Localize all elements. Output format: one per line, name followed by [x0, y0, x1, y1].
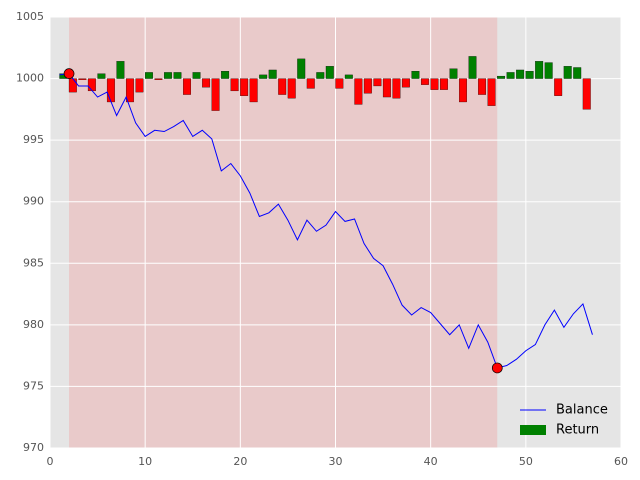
- y-tick-label: 1005: [16, 10, 44, 23]
- return-bar: [335, 78, 344, 89]
- y-tick-label: 980: [23, 318, 44, 331]
- return-bar: [154, 78, 163, 80]
- return-bar: [211, 78, 220, 111]
- return-bar: [430, 78, 439, 90]
- return-bar: [516, 69, 525, 79]
- return-bar: [87, 78, 96, 92]
- return-bar: [459, 78, 467, 103]
- return-bar: [202, 78, 211, 88]
- return-bar: [106, 78, 115, 103]
- return-bar: [344, 74, 353, 79]
- return-bar: [468, 56, 477, 79]
- legend-swatch: [520, 425, 546, 435]
- return-bar: [535, 61, 544, 79]
- marker: [491, 362, 503, 374]
- return-bar: [249, 78, 258, 103]
- return-bar: [221, 71, 230, 79]
- return-bar: [316, 72, 325, 79]
- return-bar: [68, 78, 77, 93]
- return-bar: [297, 58, 306, 79]
- return-bar: [363, 78, 372, 94]
- return-bar: [116, 61, 125, 79]
- return-bar: [478, 78, 487, 95]
- x-tick-label: 0: [47, 455, 54, 468]
- return-bar: [145, 72, 153, 79]
- x-tick-label: 30: [329, 455, 343, 468]
- y-tick-label: 975: [23, 379, 44, 392]
- return-bar: [259, 74, 268, 79]
- return-bar: [268, 69, 277, 79]
- return-bar: [487, 78, 496, 106]
- return-bar: [192, 72, 201, 79]
- return-bar: [525, 71, 534, 79]
- return-bar: [544, 62, 553, 79]
- return-bar: [125, 78, 134, 103]
- return-bar: [354, 78, 363, 105]
- y-tick-label: 990: [23, 195, 44, 208]
- return-bar: [411, 71, 420, 79]
- y-tick-label: 985: [23, 256, 44, 269]
- return-bar: [440, 78, 448, 90]
- x-tick-label: 50: [519, 455, 533, 468]
- x-tick-label: 60: [614, 455, 628, 468]
- return-bar: [164, 72, 172, 79]
- return-bar: [392, 78, 401, 99]
- return-bar: [278, 78, 287, 95]
- return-bar: [135, 78, 144, 93]
- return-bar: [420, 78, 429, 85]
- return-bar: [506, 72, 515, 79]
- return-bar: [173, 72, 182, 79]
- x-tick-label: 10: [138, 455, 152, 468]
- balance-line: [59, 73, 593, 369]
- return-bar: [573, 67, 582, 79]
- y-tick-label: 995: [23, 133, 44, 146]
- marker: [63, 68, 75, 79]
- return-bar: [401, 78, 410, 88]
- return-bar: [230, 78, 239, 92]
- legend-label: Return: [556, 423, 599, 438]
- x-tick-label: 20: [233, 455, 247, 468]
- x-tick-label: 40: [424, 455, 438, 468]
- y-tick-label: 1000: [16, 72, 44, 85]
- return-bar: [497, 75, 506, 79]
- return-bar: [325, 66, 334, 79]
- return-bar: [306, 78, 315, 89]
- return-bar: [582, 78, 591, 110]
- return-bar: [563, 66, 572, 79]
- return-bar: [449, 68, 458, 79]
- legend-label: Balance: [556, 403, 608, 418]
- return-bar: [240, 78, 249, 96]
- return-bar: [78, 78, 87, 80]
- return-bar: [554, 78, 563, 96]
- return-bar: [373, 78, 382, 87]
- return-bar: [287, 78, 296, 99]
- return-bar: [97, 73, 106, 79]
- return-bar: [183, 78, 191, 95]
- return-bar: [382, 78, 391, 98]
- y-tick-label: 970: [23, 441, 44, 454]
